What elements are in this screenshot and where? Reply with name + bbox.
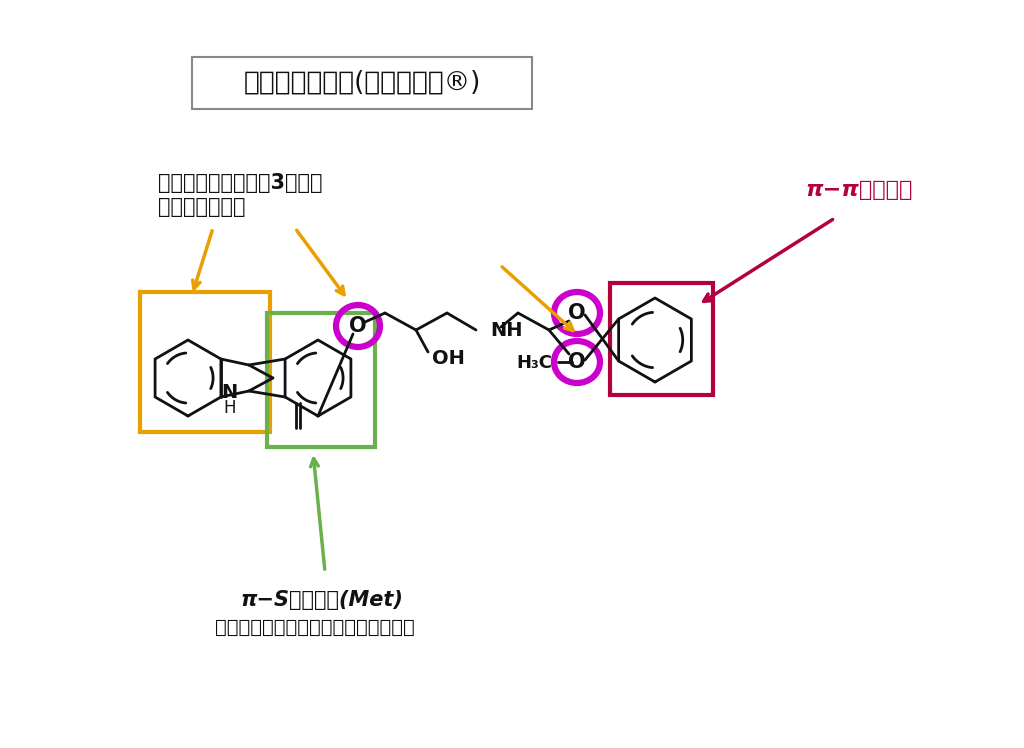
Text: 疎水性相互作用: 疎水性相互作用 [158,197,246,217]
Bar [267,313,375,447]
Text: 分子全体でアミノ酸3残基と: 分子全体でアミノ酸3残基と [158,173,323,193]
Text: O: O [349,316,367,336]
Text: H₃C: H₃C [516,354,552,372]
Text: （結合部位での安定性に大きく寄与）: （結合部位での安定性に大きく寄与） [215,618,415,637]
Text: O: O [568,352,586,372]
Text: H: H [223,399,237,417]
Text: O: O [568,303,586,323]
Text: π−S相互作用(Met): π−S相互作用(Met) [240,590,402,610]
Bar [610,283,713,395]
Text: NH: NH [490,320,522,340]
Bar [193,57,532,109]
Text: カルベジロール(アーチスト®): カルベジロール(アーチスト®) [244,70,480,96]
Bar [140,292,270,432]
Text: OH: OH [431,349,465,367]
Text: N: N [221,382,237,402]
Text: π−π相互作用: π−π相互作用 [805,180,912,200]
